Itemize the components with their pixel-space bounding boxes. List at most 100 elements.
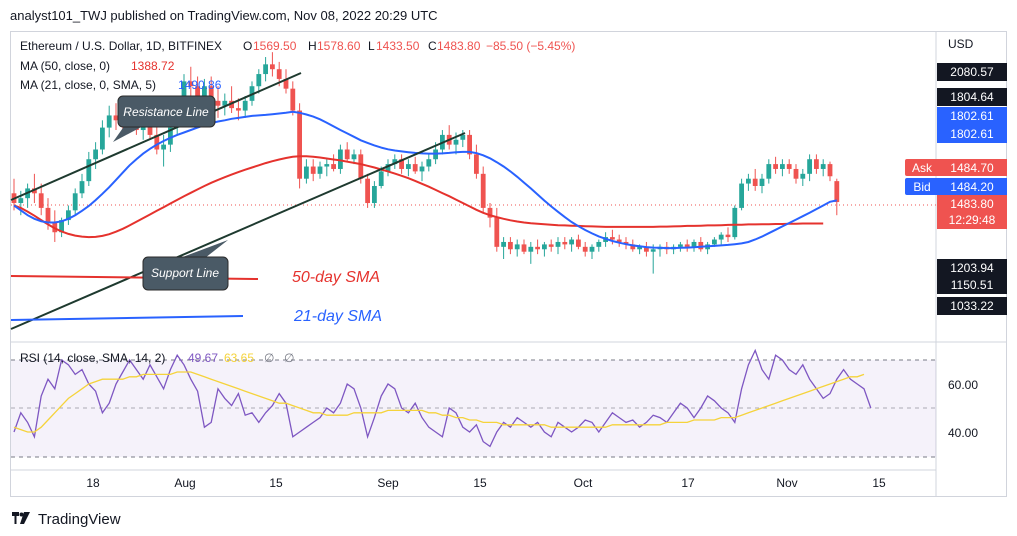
- candle-body: [535, 246, 540, 250]
- time-label-aug: Aug: [174, 476, 195, 490]
- ask-price-tag: [937, 159, 1007, 176]
- candle-body: [460, 134, 466, 140]
- candle-body: [637, 246, 642, 250]
- price-label-2080: 2080.57: [950, 65, 994, 79]
- candle-body: [263, 64, 268, 75]
- candle-body: [406, 164, 411, 169]
- candle-body: [766, 164, 772, 179]
- candle-body: [494, 217, 500, 247]
- publish-info: analyst101_TWJ published on TradingView.…: [10, 8, 438, 23]
- candle-body: [72, 193, 78, 211]
- candle-body: [344, 149, 350, 160]
- ask-tag: [905, 159, 940, 176]
- ask-label: Ask: [912, 161, 933, 175]
- candle-body: [154, 134, 160, 150]
- footer-brand: TradingView: [38, 510, 121, 528]
- rsi-axis-60: 60.00: [948, 378, 978, 392]
- candle-body: [283, 78, 289, 89]
- price-label-1802-a: 1802.61: [950, 109, 994, 123]
- candle-body: [338, 149, 343, 169]
- price-chart[interactable]: Resistance Line Support Line 50-day SMA …: [0, 0, 1017, 500]
- support-callout-label: Support Line: [151, 266, 219, 280]
- symbol-label: Ethereum / U.S. Dollar, 1D, BITFINEX: [20, 39, 222, 53]
- candle-body: [32, 188, 37, 194]
- candle-body: [487, 207, 493, 218]
- ma50-legend-label: MA (50, close, 0): [20, 59, 110, 73]
- price-tag-1802-b: [937, 125, 1007, 143]
- candle-body: [93, 149, 98, 160]
- candle-body: [820, 164, 826, 169]
- candle-body: [698, 241, 704, 250]
- candle-body: [514, 244, 520, 250]
- time-label-15c: 15: [872, 476, 886, 490]
- resistance-trendline: [10, 72, 302, 201]
- candle-body: [752, 178, 758, 186]
- rsi-legend-sma: 63.65: [224, 351, 254, 365]
- price-label-1150: 1150.51: [951, 278, 994, 292]
- ohlc-l-label: L: [368, 39, 375, 53]
- candle-body: [79, 181, 85, 194]
- candle-body: [256, 74, 262, 87]
- candle-body: [378, 171, 384, 186]
- candle-body: [38, 193, 44, 208]
- candle-body: [270, 64, 275, 70]
- candle-body: [317, 166, 323, 174]
- candle-body: [814, 159, 819, 169]
- candle-body: [759, 178, 765, 186]
- ohlc-o-label: O: [243, 39, 252, 53]
- candle-body: [834, 181, 840, 203]
- candle-body: [725, 234, 731, 238]
- candle-body: [419, 166, 425, 172]
- candle-body: [188, 81, 194, 87]
- resistance-callout-label: Resistance Line: [123, 105, 209, 119]
- candle-body: [242, 100, 248, 111]
- candle-body: [324, 164, 330, 167]
- bid-price-tag: [937, 178, 1007, 195]
- candle-body: [45, 207, 51, 223]
- resistance-callout-box: [117, 95, 216, 128]
- candle-body: [827, 164, 833, 177]
- candle-body: [712, 239, 717, 245]
- candle-body: [474, 154, 479, 174]
- footer: TradingView: [10, 509, 121, 529]
- candle-body: [739, 183, 744, 208]
- candle-body: [718, 234, 724, 240]
- candle-body: [385, 164, 391, 172]
- rsi-legend-extra2: ∅: [284, 351, 294, 365]
- candle-body: [453, 139, 459, 145]
- candle-body: [195, 86, 200, 96]
- candle-body: [480, 173, 486, 208]
- time-label-15b: 15: [473, 476, 487, 490]
- candle-body: [202, 86, 207, 96]
- candle-body: [800, 173, 806, 179]
- candle-body: [521, 244, 527, 252]
- candle-body: [106, 115, 112, 128]
- candle-body: [392, 159, 398, 165]
- ohlc-o-value: 1569.50: [253, 39, 297, 53]
- candle-body: [467, 134, 472, 155]
- price-tag-1033: [937, 297, 1007, 315]
- candle-body: [555, 241, 561, 247]
- candle-body: [807, 159, 812, 174]
- price-tag-2080: [937, 63, 1007, 81]
- candle-body: [399, 159, 404, 169]
- candle-body: [528, 246, 534, 252]
- ask-value: 1484.70: [950, 161, 994, 175]
- candle-body: [746, 178, 751, 184]
- time-label-nov: Nov: [776, 476, 797, 490]
- ma21-legend-value: 1490.86: [178, 78, 222, 92]
- candle-body: [678, 244, 683, 247]
- candle-body: [181, 81, 187, 106]
- candle-body: [650, 249, 656, 252]
- sma50-annotation: 50-day SMA: [292, 269, 380, 286]
- candle-body: [773, 164, 778, 169]
- candle-body: [113, 115, 119, 121]
- bid-value: 1484.20: [950, 180, 994, 194]
- time-label-17: 17: [681, 476, 695, 490]
- bid-label: Bid: [913, 180, 930, 194]
- price-tag-1150: [937, 276, 1007, 294]
- time-label-oct: Oct: [574, 476, 593, 490]
- sma21-annotation: 21-day SMA: [293, 308, 382, 325]
- sma21-marker-line: [10, 315, 244, 321]
- ohlc-c-value: 1483.80: [437, 39, 481, 53]
